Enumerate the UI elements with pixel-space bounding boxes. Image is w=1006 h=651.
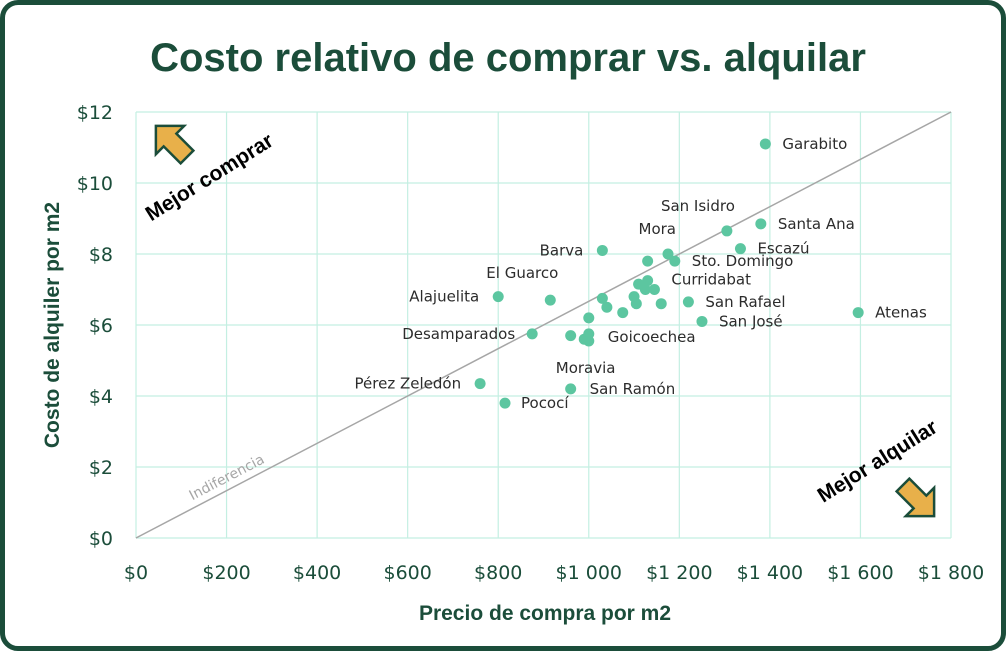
data-point (734, 243, 746, 255)
point-label: Santa Ana (778, 215, 855, 233)
arrow-down-right-icon (894, 476, 936, 518)
point-label: Pérez Zeledón (355, 375, 462, 393)
data-point (669, 255, 681, 267)
axis-ticks: $0 $200 $400 $600 $800 $1 000 $1 200 $1 400 $1 6… (77, 102, 985, 584)
data-point (755, 218, 767, 230)
data-point (583, 335, 595, 347)
data-point (526, 328, 538, 340)
point-label: Alajuelita (409, 288, 479, 306)
x-tick-label: $400 (293, 562, 341, 584)
data-point (583, 312, 595, 324)
point-label: Pococí (521, 394, 569, 412)
data-point (759, 138, 771, 150)
y-tick-label: $10 (77, 173, 113, 195)
point-label: Garabito (782, 135, 847, 153)
y-tick-label: $0 (89, 528, 113, 550)
point-label: Goicoechea (608, 328, 696, 346)
data-point (544, 294, 556, 306)
point-label: Barva (540, 241, 584, 259)
point-label: San Rafael (705, 293, 785, 311)
x-tick-label: $1 600 (827, 562, 893, 584)
point-label: San Ramón (590, 380, 676, 398)
data-point (596, 292, 608, 304)
x-tick-label: $1 000 (556, 562, 622, 584)
data-point (655, 298, 667, 310)
data-point (696, 315, 708, 327)
point-label: Desamparados (402, 325, 515, 343)
point-label: Sto. Domingo (692, 252, 794, 270)
better-buy-annotation: Mejor comprar (142, 124, 278, 226)
x-tick-label: $800 (474, 562, 522, 584)
data-point (565, 383, 577, 395)
data-point (596, 244, 608, 256)
point-label: San José (719, 312, 783, 330)
data-point (648, 284, 660, 295)
data-point (474, 378, 486, 390)
x-tick-label: $1 200 (646, 562, 712, 584)
data-point (499, 397, 511, 409)
data-points (474, 138, 864, 409)
chart-title: Costo relativo de comprar vs. alquilar (150, 36, 866, 80)
point-label: Curridabat (671, 271, 751, 289)
y-tick-label: $12 (77, 102, 113, 124)
data-point (617, 307, 629, 319)
point-label: Moravia (556, 359, 616, 377)
data-point (492, 291, 504, 303)
data-point (721, 225, 733, 237)
scatter-chart: Indiferencia $0 $200 $400 $600 $800 $1 000 $1 … (41, 36, 985, 625)
point-label: El Guarco (486, 264, 558, 282)
data-point (642, 275, 654, 287)
indifference-line (135, 111, 952, 539)
y-tick-label: $4 (89, 386, 113, 408)
y-tick-label: $8 (89, 244, 113, 266)
x-tick-label: $1 400 (737, 562, 803, 584)
point-label: Mora (639, 220, 676, 238)
point-label: Atenas (875, 304, 927, 322)
data-point (662, 248, 674, 260)
point-label: Escazú (757, 240, 809, 258)
data-point (565, 330, 577, 342)
data-point (639, 284, 651, 295)
x-tick-label: $1 800 (918, 562, 984, 584)
y-tick-label: $6 (89, 315, 113, 337)
x-tick-label: $200 (202, 562, 250, 584)
data-point (601, 301, 613, 313)
data-point (852, 307, 864, 319)
x-tick-label: $0 (124, 562, 148, 584)
data-point (630, 298, 642, 310)
arrow-up-left-icon (154, 124, 196, 166)
y-tick-label: $2 (89, 457, 113, 479)
point-label: San Isidro (661, 197, 735, 215)
point-labels: Garabito San Isidro Santa Ana Mora Escazú Bar… (355, 135, 927, 412)
x-tick-label: $600 (383, 562, 431, 584)
data-point (682, 296, 694, 308)
y-axis-title: Costo de alquiler por m2 (41, 202, 64, 448)
better-rent-annotation: Mejor alquilar (814, 416, 942, 518)
data-point (642, 255, 654, 267)
x-axis-title: Precio de compra por m2 (419, 602, 671, 625)
